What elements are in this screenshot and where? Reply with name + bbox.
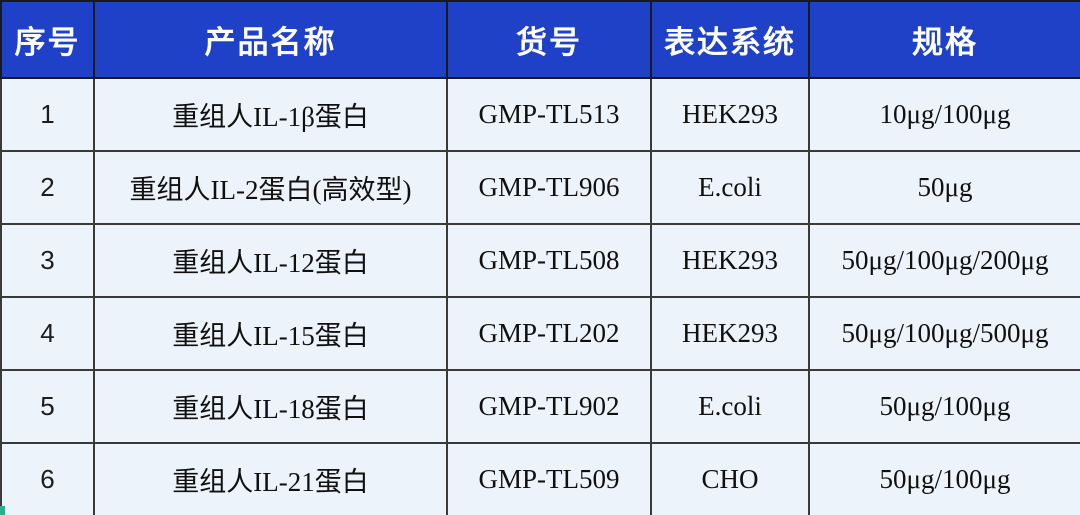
cell-expression-system: HEK293 (650, 223, 810, 298)
cell-index: 1 (0, 77, 95, 152)
col-header-expression-system: 表达系统 (650, 0, 810, 79)
cell-specification: 50μg (808, 150, 1080, 225)
cell-expression-system: E.coli (650, 369, 810, 444)
cell-index: 3 (0, 223, 95, 298)
cell-expression-system: CHO (650, 442, 810, 515)
cell-index: 5 (0, 369, 95, 444)
table-row: 2 重组人IL-2蛋白(高效型) GMP-TL906 E.coli 50μg (0, 150, 1080, 225)
cell-product-name: 重组人IL-1β蛋白 (93, 77, 448, 152)
cell-expression-system: HEK293 (650, 296, 810, 371)
cell-product-name: 重组人IL-2蛋白(高效型) (93, 150, 448, 225)
table-body: 1 重组人IL-1β蛋白 GMP-TL513 HEK293 10μg/100μg… (0, 77, 1080, 515)
cell-specification: 50μg/100μg (808, 369, 1080, 444)
header-row: 序号 产品名称 货号 表达系统 规格 (0, 0, 1080, 79)
cell-product-name: 重组人IL-18蛋白 (93, 369, 448, 444)
corner-accent-mark (0, 506, 5, 515)
col-header-catalog-number: 货号 (446, 0, 652, 79)
cell-catalog-number: GMP-TL906 (446, 150, 652, 225)
table-header: 序号 产品名称 货号 表达系统 规格 (0, 0, 1080, 79)
cell-catalog-number: GMP-TL513 (446, 77, 652, 152)
cell-catalog-number: GMP-TL509 (446, 442, 652, 515)
cell-catalog-number: GMP-TL508 (446, 223, 652, 298)
cell-expression-system: E.coli (650, 150, 810, 225)
table-row: 6 重组人IL-21蛋白 GMP-TL509 CHO 50μg/100μg (0, 442, 1080, 515)
table-row: 5 重组人IL-18蛋白 GMP-TL902 E.coli 50μg/100μg (0, 369, 1080, 444)
table-row: 4 重组人IL-15蛋白 GMP-TL202 HEK293 50μg/100μg… (0, 296, 1080, 371)
col-header-product-name: 产品名称 (93, 0, 448, 79)
cell-specification: 50μg/100μg/200μg (808, 223, 1080, 298)
cell-catalog-number: GMP-TL202 (446, 296, 652, 371)
cell-index: 6 (0, 442, 95, 515)
cell-expression-system: HEK293 (650, 77, 810, 152)
cell-catalog-number: GMP-TL902 (446, 369, 652, 444)
cell-product-name: 重组人IL-15蛋白 (93, 296, 448, 371)
cell-specification: 50μg/100μg/500μg (808, 296, 1080, 371)
cell-specification: 10μg/100μg (808, 77, 1080, 152)
cell-index: 2 (0, 150, 95, 225)
table-row: 1 重组人IL-1β蛋白 GMP-TL513 HEK293 10μg/100μg (0, 77, 1080, 152)
cell-product-name: 重组人IL-12蛋白 (93, 223, 448, 298)
col-header-index: 序号 (0, 0, 95, 79)
cell-specification: 50μg/100μg (808, 442, 1080, 515)
col-header-specification: 规格 (808, 0, 1080, 79)
cell-product-name: 重组人IL-21蛋白 (93, 442, 448, 515)
table-row: 3 重组人IL-12蛋白 GMP-TL508 HEK293 50μg/100μg… (0, 223, 1080, 298)
cell-index: 4 (0, 296, 95, 371)
